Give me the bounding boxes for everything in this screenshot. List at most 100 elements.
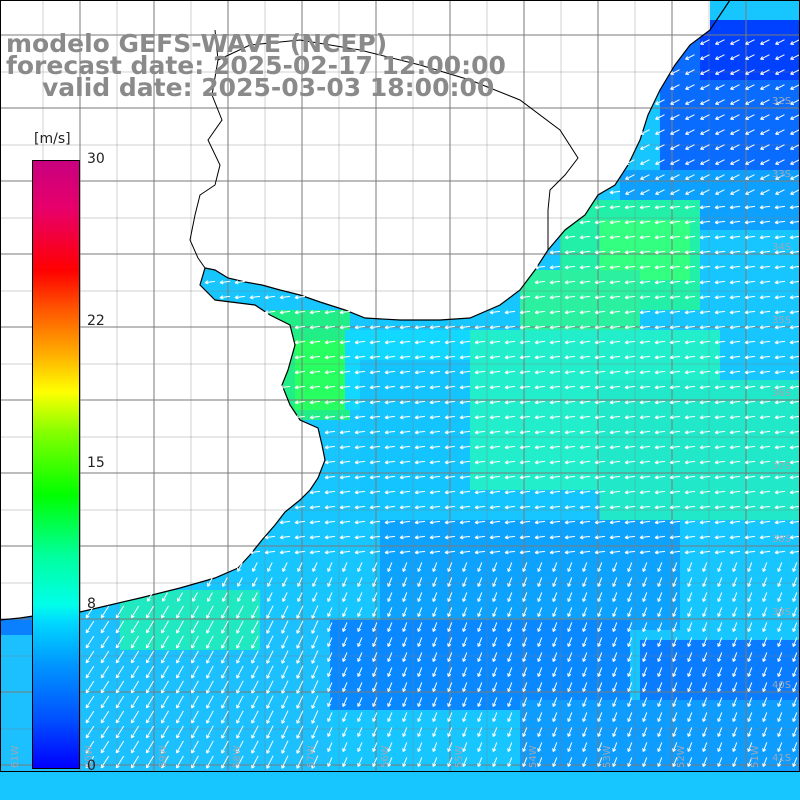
wind-arrow bbox=[519, 535, 531, 540]
wind-arrow bbox=[729, 235, 741, 240]
wind-arrow bbox=[715, 54, 725, 60]
wind-arrow bbox=[699, 340, 711, 345]
wind-arrow bbox=[747, 682, 753, 692]
wind-arrow bbox=[432, 742, 438, 752]
wind-arrow bbox=[699, 490, 711, 495]
wind-arrow bbox=[669, 205, 681, 210]
wind-arrow bbox=[342, 622, 348, 632]
wind-arrow bbox=[760, 129, 770, 135]
wind-arrow bbox=[417, 742, 423, 752]
wind-arrow bbox=[684, 460, 696, 465]
wind-arrow bbox=[730, 39, 740, 45]
wind-arrow bbox=[549, 445, 561, 450]
wind-arrow bbox=[789, 430, 800, 435]
wind-arrow bbox=[237, 577, 243, 587]
wind-arrow bbox=[777, 712, 783, 722]
wind-arrow bbox=[790, 114, 800, 120]
wind-arrow bbox=[564, 520, 576, 525]
wind-arrow bbox=[369, 490, 381, 495]
wind-arrow bbox=[684, 340, 696, 345]
wind-arrow bbox=[492, 622, 498, 632]
wind-arrow bbox=[699, 475, 711, 480]
wind-arrow bbox=[417, 712, 423, 722]
wind-arrow bbox=[462, 682, 468, 692]
wind-arrow bbox=[609, 355, 621, 360]
wind-arrow bbox=[266, 725, 274, 739]
wind-arrow bbox=[206, 740, 214, 754]
wind-arrow bbox=[747, 577, 753, 587]
wind-arrow bbox=[774, 505, 786, 510]
wind-arrow bbox=[549, 385, 561, 390]
wind-arrow bbox=[744, 340, 756, 345]
wind-arrow bbox=[702, 712, 708, 722]
wind-arrow bbox=[567, 637, 573, 647]
wind-arrow bbox=[221, 680, 229, 694]
wind-arrow bbox=[176, 620, 184, 634]
wind-arrow bbox=[579, 505, 591, 510]
wind-arrow bbox=[744, 460, 756, 465]
wind-arrow bbox=[342, 757, 348, 767]
wind-arrow bbox=[324, 370, 336, 375]
wind-arrow bbox=[309, 535, 321, 540]
wind-arrow bbox=[789, 325, 800, 330]
wind-arrow bbox=[100, 710, 110, 724]
wind-arrow bbox=[715, 84, 725, 90]
wind-arrow bbox=[672, 562, 678, 572]
wind-arrow bbox=[744, 220, 756, 225]
wind-arrow bbox=[324, 550, 336, 555]
wind-arrow bbox=[191, 605, 199, 619]
wind-arrow bbox=[670, 159, 680, 165]
wind-arrow bbox=[789, 340, 800, 345]
wind-arrow bbox=[294, 505, 306, 510]
wind-arrow bbox=[700, 39, 710, 45]
longitude-label: 58W bbox=[232, 745, 243, 768]
wind-arrow bbox=[100, 740, 110, 754]
wind-arrow bbox=[130, 665, 140, 679]
wind-arrow bbox=[639, 460, 651, 465]
wind-arrow bbox=[669, 520, 681, 525]
wind-arrow bbox=[115, 695, 125, 709]
wind-arrow bbox=[236, 740, 244, 754]
wind-arrow bbox=[714, 250, 726, 255]
wind-arrow bbox=[642, 592, 648, 602]
wind-arrow bbox=[597, 562, 603, 572]
wind-arrow bbox=[642, 727, 648, 737]
wind-arrow bbox=[474, 520, 486, 525]
wind-arrow bbox=[612, 682, 618, 692]
wind-arrow bbox=[369, 520, 381, 525]
wind-arrow bbox=[369, 385, 381, 390]
wind-arrow bbox=[176, 605, 184, 619]
wind-arrow bbox=[327, 652, 333, 662]
wind-arrow bbox=[504, 370, 516, 375]
wind-arrow bbox=[504, 430, 516, 435]
wind-arrow bbox=[744, 250, 756, 255]
wind-arrow bbox=[477, 712, 483, 722]
wind-arrow bbox=[296, 695, 304, 709]
wind-arrow bbox=[251, 680, 259, 694]
wind-arrow bbox=[477, 607, 483, 617]
wind-arrow bbox=[414, 370, 426, 375]
wind-arrow bbox=[130, 740, 140, 754]
wind-arrow bbox=[744, 430, 756, 435]
wind-arrow bbox=[447, 757, 453, 767]
wind-arrow bbox=[249, 550, 261, 555]
wind-arrow bbox=[762, 607, 768, 617]
wind-arrow bbox=[747, 667, 753, 677]
wind-arrow bbox=[279, 550, 291, 555]
wind-arrow bbox=[670, 129, 680, 135]
wind-arrow bbox=[775, 114, 785, 120]
wind-arrow bbox=[477, 592, 483, 602]
wind-arrow bbox=[537, 697, 543, 707]
wind-arrow bbox=[654, 325, 666, 330]
wind-arrow bbox=[792, 562, 798, 572]
wind-arrow bbox=[774, 220, 786, 225]
wind-arrow bbox=[714, 355, 726, 360]
field-cell bbox=[600, 380, 800, 520]
wind-arrow bbox=[339, 400, 351, 405]
wind-arrow bbox=[549, 295, 561, 300]
wind-arrow bbox=[537, 622, 543, 632]
wind-arrow bbox=[684, 370, 696, 375]
wind-arrow bbox=[534, 265, 546, 270]
wind-arrow bbox=[324, 355, 336, 360]
wind-arrow bbox=[236, 680, 244, 694]
